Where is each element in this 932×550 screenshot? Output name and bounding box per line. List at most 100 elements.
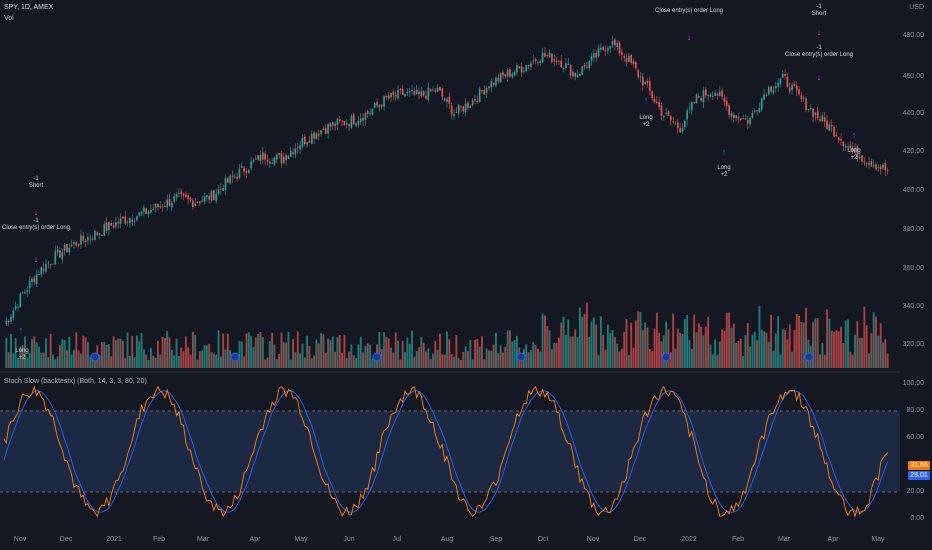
volume-bar	[842, 343, 845, 368]
candle-body	[208, 196, 210, 200]
candle-body	[385, 95, 388, 98]
volume-bar	[569, 336, 572, 368]
time-tick: Apr	[249, 536, 261, 543]
candle-body	[767, 87, 770, 95]
volume-bar	[779, 354, 782, 368]
volume-bar	[443, 354, 446, 368]
candle-body	[450, 105, 453, 115]
volume-bar	[103, 341, 106, 368]
candle-body	[54, 251, 57, 265]
volume-bar	[543, 315, 546, 368]
candles	[5, 35, 889, 327]
price-tick: 440.00	[902, 110, 924, 117]
long-arrow-icon: ↑	[19, 325, 24, 335]
volume-bar	[767, 341, 770, 368]
volume-bar	[219, 356, 222, 368]
volume-bar	[863, 306, 866, 368]
candle-body	[376, 102, 378, 106]
volume-bar	[639, 311, 642, 368]
volume-bar	[602, 334, 605, 368]
volume-bar	[877, 335, 880, 368]
volume-bar	[364, 345, 367, 368]
candle-body	[716, 93, 719, 96]
oscillator-legend[interactable]: Stoch Slow (backtestx) (Both, 14, 3, 3, …	[4, 378, 147, 385]
volume-bar	[282, 342, 285, 368]
volume-bar	[772, 350, 775, 368]
volume-bar	[173, 355, 176, 368]
volume-bar	[383, 332, 385, 368]
volume-bar	[564, 334, 567, 368]
volume-bar	[56, 356, 59, 368]
candle-body	[534, 59, 537, 61]
candle-body	[728, 105, 730, 115]
volume-bar	[254, 337, 257, 368]
volume-bar	[581, 316, 584, 368]
volume-bar	[54, 359, 57, 368]
volume-bar	[24, 336, 26, 368]
candle-body	[234, 176, 236, 178]
candle-body	[840, 138, 842, 141]
candle-body	[161, 206, 164, 208]
candle-body	[511, 73, 514, 77]
candle-body	[420, 91, 423, 96]
candle-body	[408, 91, 411, 93]
volume-bar	[98, 354, 101, 368]
volume-bar	[683, 319, 686, 368]
candle-body	[637, 70, 640, 77]
candle-body	[24, 292, 26, 294]
candle-body	[684, 120, 686, 128]
volume-bar	[532, 342, 535, 368]
candle-body	[94, 231, 96, 241]
candle-body	[460, 106, 462, 108]
candle-body	[427, 87, 430, 100]
candle-body	[714, 92, 716, 97]
candle-body	[574, 72, 577, 77]
candle-body	[611, 41, 614, 46]
volume-bar	[296, 331, 299, 368]
signal-label: -1 Close entry(s) order Long	[1, 218, 71, 231]
volume-bar	[259, 331, 262, 368]
candle-body	[632, 61, 635, 65]
candle-body	[247, 169, 250, 173]
signal-label: Close entry(s) order Long	[654, 8, 724, 14]
volume-bar	[61, 339, 64, 368]
candle-body	[331, 122, 334, 126]
volume-legend[interactable]: Vol	[4, 15, 14, 22]
volume-bar	[285, 342, 288, 368]
volume-bar	[275, 359, 278, 368]
volume-bar	[555, 343, 558, 368]
volume-bar	[816, 318, 819, 368]
candle-body	[548, 52, 551, 58]
volume-bar	[252, 347, 255, 368]
price-tick: 460.00	[902, 73, 924, 80]
volume-bar	[257, 334, 260, 368]
candle-body	[147, 211, 150, 215]
candle-body	[133, 221, 136, 223]
volume-bar	[429, 358, 432, 368]
volume-bar	[306, 335, 309, 368]
volume-bar	[795, 313, 798, 368]
volume-bar	[788, 324, 791, 368]
volume-bar	[660, 341, 663, 368]
volume-bar	[378, 332, 381, 368]
volume-bar	[184, 336, 187, 368]
volume-bar	[828, 318, 831, 368]
volume-bar	[411, 330, 413, 368]
volume-bar	[49, 333, 52, 368]
volume-bar	[77, 350, 80, 368]
symbol-legend[interactable]: SPY, 1D, AMEX	[4, 4, 54, 11]
candle-body	[175, 194, 178, 198]
candle-body	[33, 277, 36, 283]
volume-bar	[82, 335, 85, 368]
candle-body	[709, 94, 712, 97]
time-tick: Sep	[489, 536, 503, 543]
volume-bar	[38, 346, 40, 368]
candle-body	[310, 133, 313, 144]
candle-body	[192, 200, 194, 207]
volume-bar	[777, 316, 780, 368]
candle-body	[723, 98, 726, 103]
candle-body	[77, 243, 80, 246]
volume-bar	[170, 349, 173, 368]
